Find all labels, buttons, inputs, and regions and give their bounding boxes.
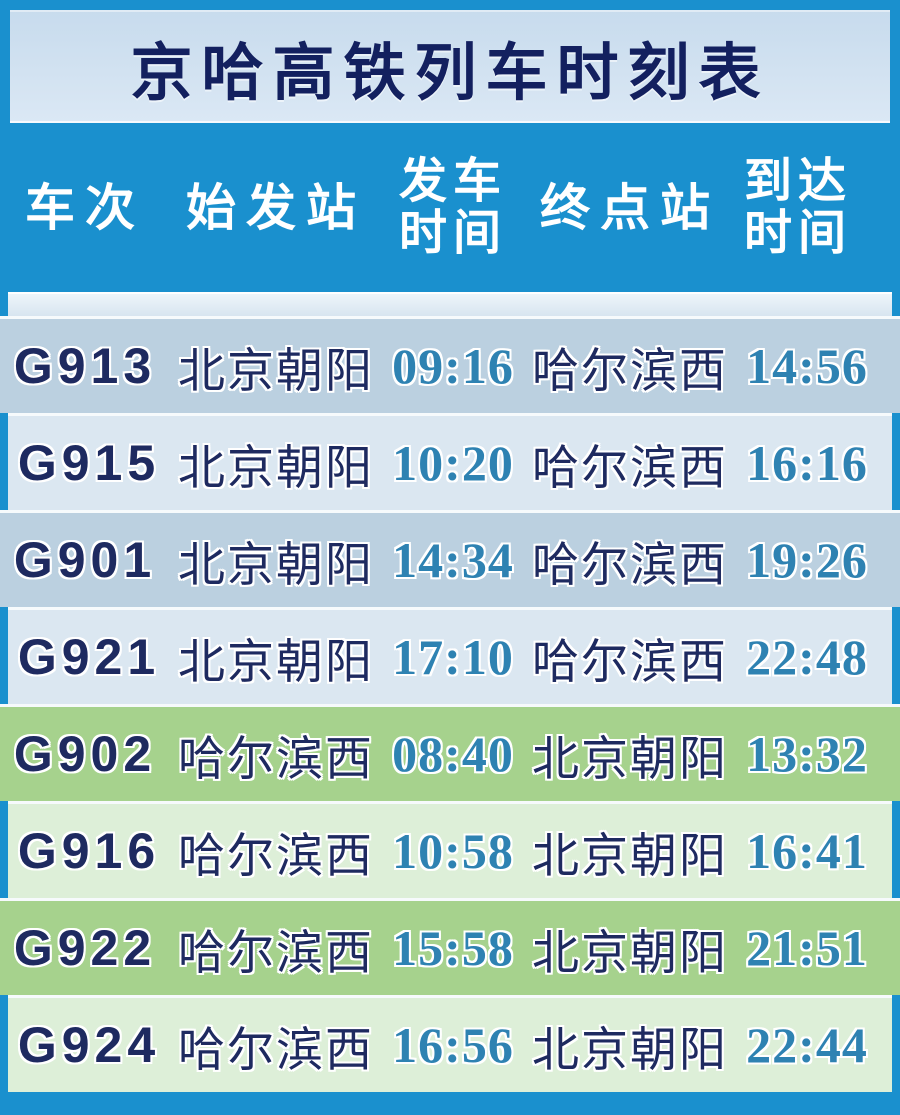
- origin-station-cell: 哈尔滨西: [178, 1022, 374, 1076]
- destination-station-cell: 北京朝阳: [532, 731, 728, 785]
- origin-station-cell: 北京朝阳: [178, 634, 374, 688]
- origin-station-cell: 北京朝阳: [178, 537, 374, 591]
- header-cell-train-no: 车次: [0, 181, 170, 235]
- header-label-line2: 时间: [398, 206, 507, 260]
- table-row: G916 哈尔滨西 10:58 北京朝阳 16:41: [8, 801, 892, 898]
- header-label: 终点站: [540, 179, 720, 236]
- table-body: G913 北京朝阳 09:16 哈尔滨西 14:56 G915 北京朝阳 10:…: [0, 292, 900, 1092]
- header-label: 始发站: [186, 179, 366, 236]
- header-label-line2: 时间: [743, 206, 852, 260]
- page-title: 京哈高铁列车时刻表: [130, 38, 770, 108]
- arrival-time-cell: 16:41: [746, 823, 868, 879]
- destination-station-cell: 北京朝阳: [532, 925, 728, 979]
- destination-station-cell: 哈尔滨西: [532, 634, 728, 688]
- title-panel: 京哈高铁列车时刻表: [10, 10, 890, 123]
- arrival-time-cell: 22:48: [746, 629, 868, 685]
- departure-time-cell: 14:34: [392, 532, 514, 588]
- destination-station-cell: 哈尔滨西: [532, 343, 728, 397]
- arrival-time-cell: 22:44: [746, 1017, 868, 1073]
- arrival-time-cell: 13:32: [746, 726, 868, 782]
- origin-station-cell: 北京朝阳: [178, 440, 374, 494]
- header-cell-destination-station: 终点站: [524, 181, 736, 235]
- origin-station-cell: 哈尔滨西: [178, 925, 374, 979]
- arrival-time-cell: 16:16: [746, 435, 868, 491]
- departure-time-cell: 10:20: [392, 435, 514, 491]
- train-number-cell: G915: [17, 435, 161, 491]
- departure-time-cell: 16:56: [392, 1017, 514, 1073]
- destination-station-cell: 哈尔滨西: [532, 440, 728, 494]
- table-row: G921 北京朝阳 17:10 哈尔滨西 22:48: [8, 607, 892, 704]
- destination-station-cell: 哈尔滨西: [532, 537, 728, 591]
- origin-station-cell: 北京朝阳: [178, 343, 374, 397]
- train-number-cell: G924: [17, 1017, 161, 1073]
- header-divider-strip: [8, 292, 892, 316]
- table-row: G924 哈尔滨西 16:56 北京朝阳 22:44: [8, 995, 892, 1092]
- header-cell-departure-time: 发车 时间: [382, 154, 524, 260]
- header-label-line1: 到达: [743, 154, 852, 208]
- destination-station-cell: 北京朝阳: [532, 1022, 728, 1076]
- table-row: G922 哈尔滨西 15:58 北京朝阳 21:51: [0, 898, 900, 995]
- origin-station-cell: 哈尔滨西: [178, 828, 374, 882]
- header-label-line1: 发车: [398, 154, 507, 208]
- train-number-cell: G902: [13, 726, 157, 782]
- train-number-cell: G922: [13, 920, 157, 976]
- arrival-time-cell: 19:26: [746, 532, 868, 588]
- departure-time-cell: 10:58: [392, 823, 514, 879]
- table-row: G902 哈尔滨西 08:40 北京朝阳 13:32: [0, 704, 900, 801]
- table-header: 车次 始发站 发车 时间 终点站 到达 时间: [0, 123, 900, 292]
- header-cell-arrival-time: 到达 时间: [736, 154, 860, 260]
- arrival-time-cell: 21:51: [746, 920, 868, 976]
- departure-time-cell: 15:58: [392, 920, 514, 976]
- table-row: G901 北京朝阳 14:34 哈尔滨西 19:26: [0, 510, 900, 607]
- header-cell-origin-station: 始发站: [170, 181, 382, 235]
- train-number-cell: G913: [13, 338, 157, 394]
- table-row: G915 北京朝阳 10:20 哈尔滨西 16:16: [8, 413, 892, 510]
- train-number-cell: G921: [17, 629, 161, 685]
- header-label: 车次: [25, 179, 145, 236]
- arrival-time-cell: 14:56: [746, 338, 868, 394]
- destination-station-cell: 北京朝阳: [532, 828, 728, 882]
- train-number-cell: G901: [13, 532, 157, 588]
- train-number-cell: G916: [17, 823, 161, 879]
- departure-time-cell: 09:16: [392, 338, 514, 394]
- table-row: G913 北京朝阳 09:16 哈尔滨西 14:56: [0, 316, 900, 413]
- departure-time-cell: 08:40: [392, 726, 514, 782]
- departure-time-cell: 17:10: [392, 629, 514, 685]
- origin-station-cell: 哈尔滨西: [178, 731, 374, 785]
